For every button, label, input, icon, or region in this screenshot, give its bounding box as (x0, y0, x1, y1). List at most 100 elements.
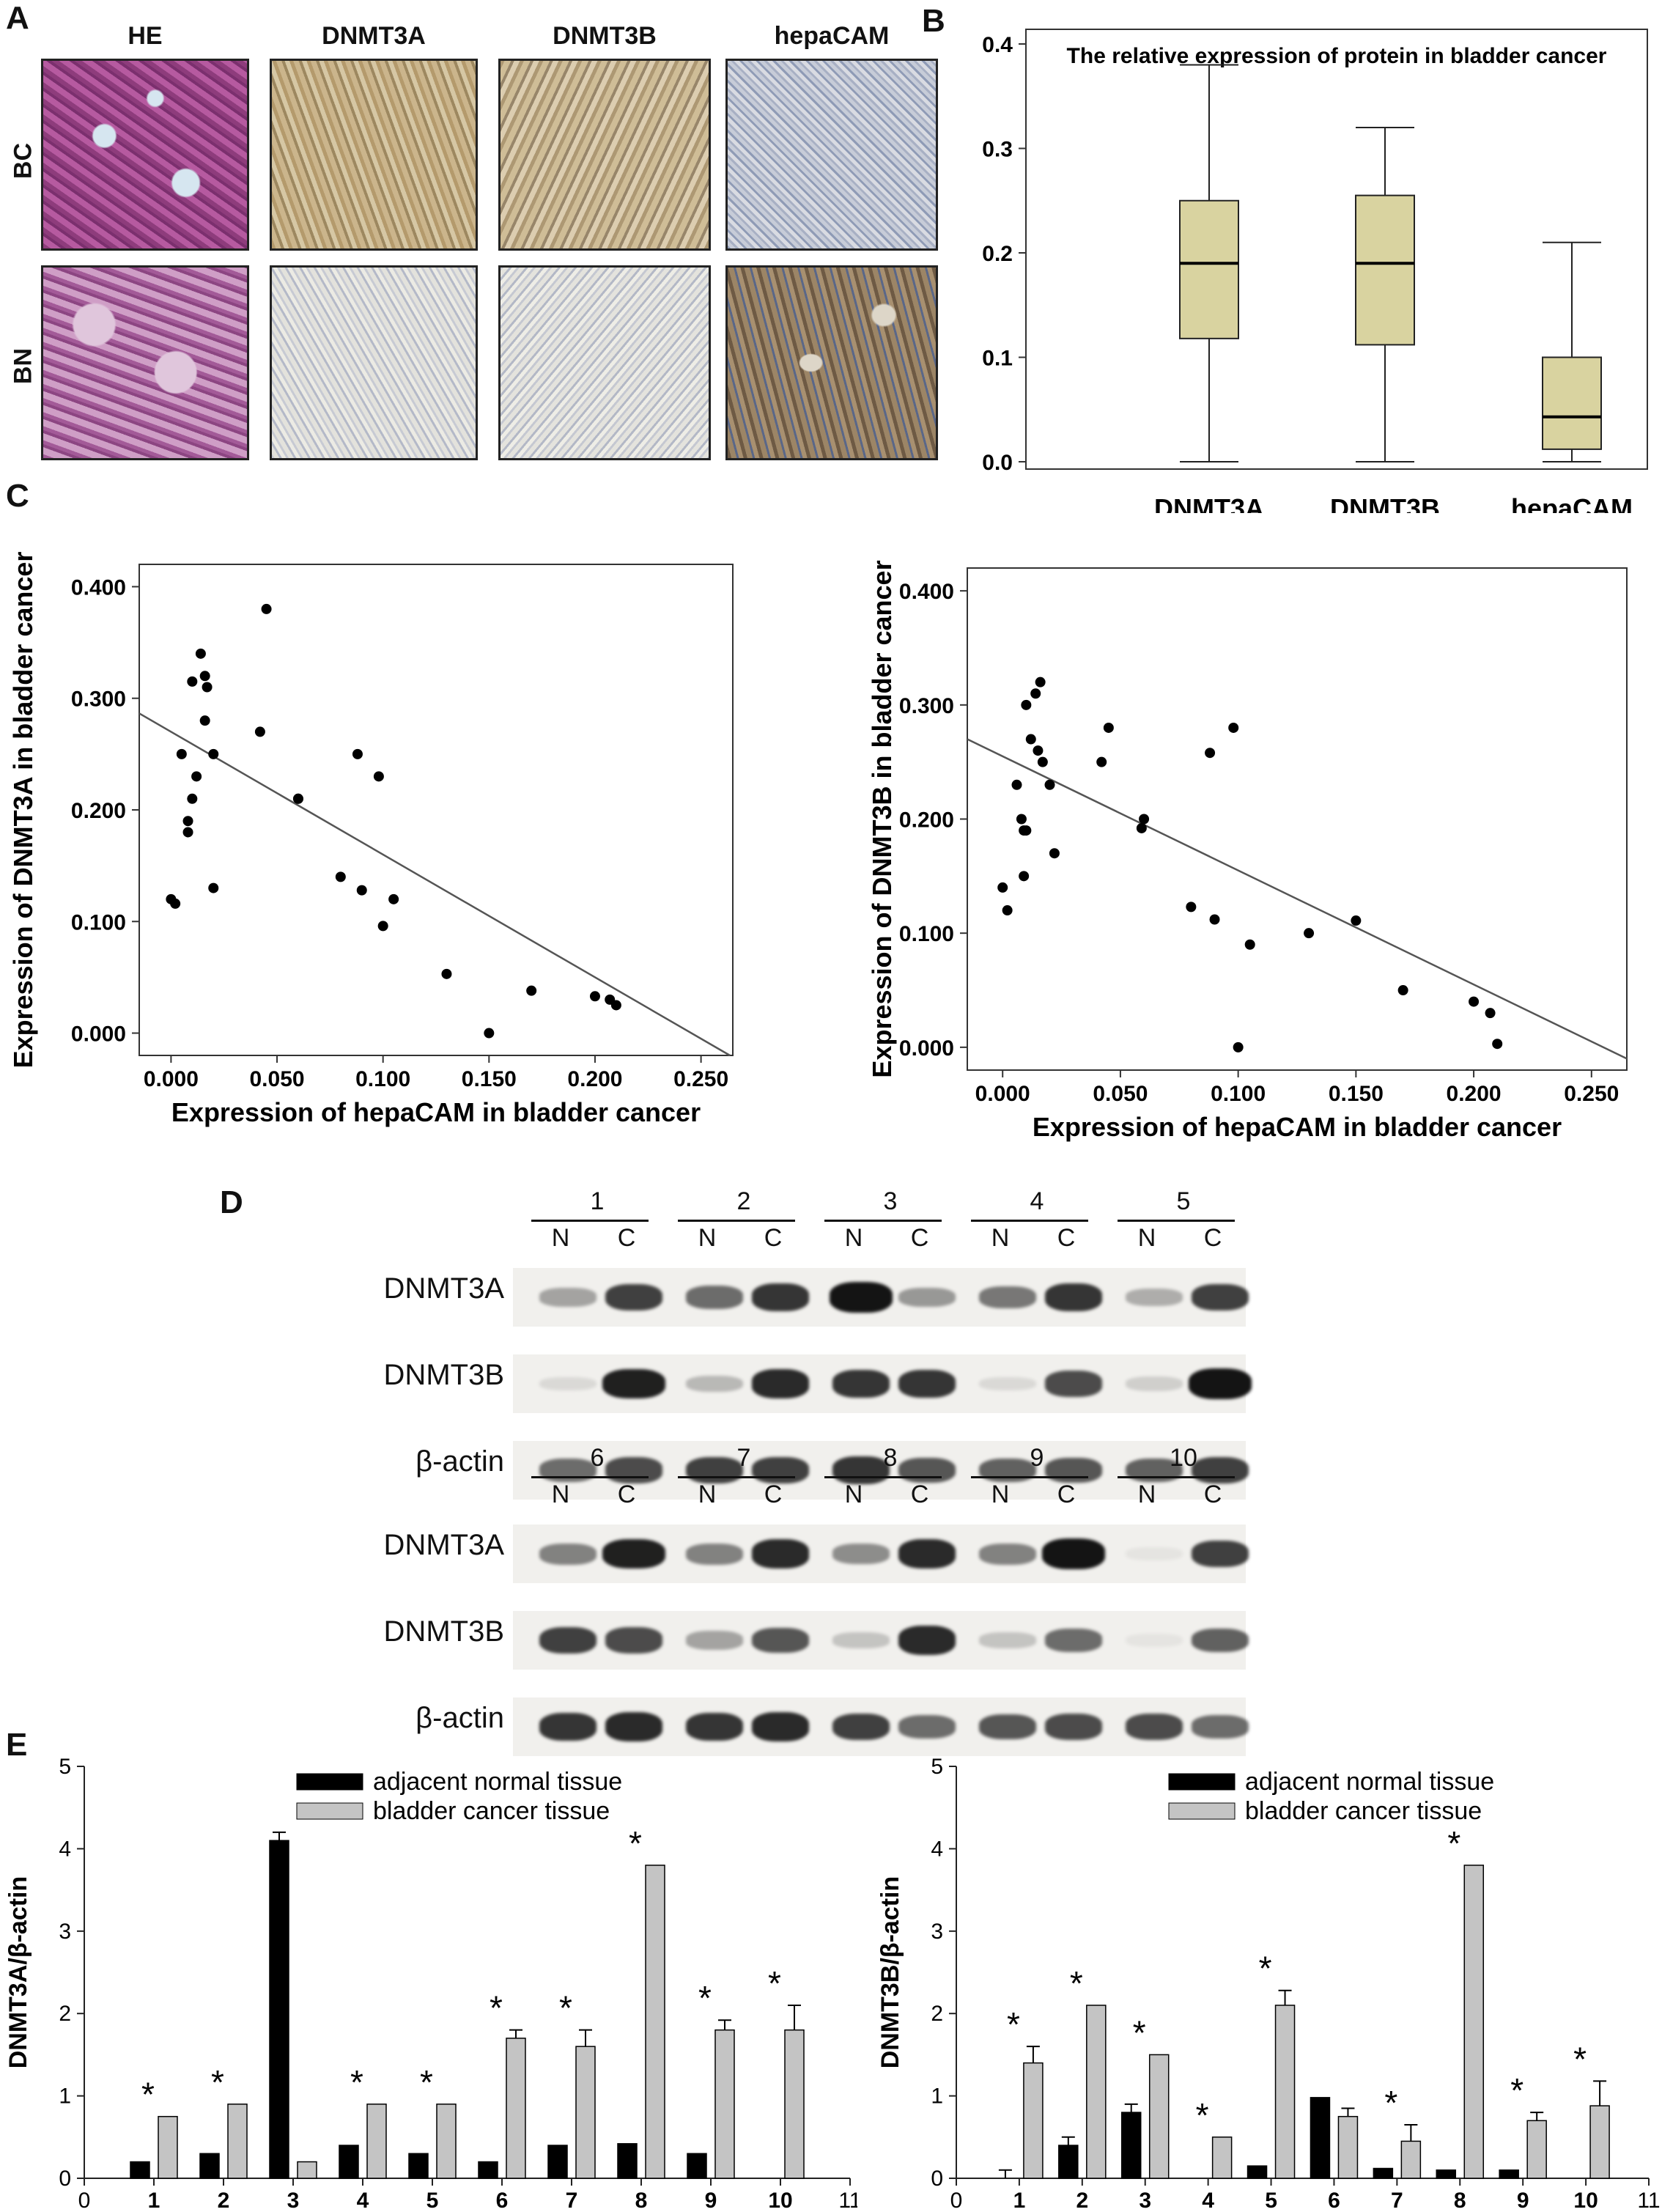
bar-cancer (1148, 2054, 1170, 2179)
lane-label-c: C (1057, 1224, 1076, 1252)
bar-cancer (645, 1865, 665, 2179)
blot-band (686, 1543, 743, 1565)
y-tick-label: 0 (59, 2167, 71, 2191)
y-tick-label: 3 (59, 1920, 71, 1944)
data-point (1485, 1008, 1496, 1019)
data-point (352, 748, 363, 759)
significance-asterisk: * (1384, 2084, 1397, 2122)
blot-band (602, 1368, 665, 1399)
blot-band (686, 1712, 743, 1741)
bar-normal (617, 2143, 638, 2179)
data-point (1021, 699, 1032, 710)
y-tick-label: 0.0 (982, 451, 1013, 475)
significance-asterisk: * (1070, 1964, 1083, 2002)
x-tick-label: 7 (1391, 2189, 1403, 2212)
x-category-label: hepaCAM (1511, 493, 1633, 513)
x-tick-label: 2 (1076, 2189, 1088, 2212)
blot-row-label: β-actin (416, 1445, 504, 1478)
bar-normal (1246, 2165, 1268, 2179)
blot-band (686, 1631, 743, 1650)
lane-group-underline (531, 1220, 649, 1222)
bar-normal (408, 2153, 429, 2179)
bar-cancer (1400, 2140, 1422, 2179)
blot-band (832, 1544, 890, 1564)
bar-normal (130, 2161, 150, 2179)
blot-band (979, 1632, 1036, 1648)
data-point (388, 893, 399, 904)
bar-cancer (784, 2029, 805, 2179)
significance-asterisk: * (1133, 2013, 1146, 2051)
bar-cancer (227, 2104, 248, 2179)
lane-label-n: N (991, 1481, 1010, 1508)
bar-cancer (1526, 2120, 1547, 2179)
y-tick-label: 0.400 (899, 580, 954, 604)
x-category-label: DNMT3B (1330, 493, 1440, 513)
data-point (335, 871, 346, 882)
x-category-label: DNMT3A (1154, 493, 1264, 513)
lane-label-n: N (844, 1481, 863, 1508)
lane-group-number: 5 (1176, 1187, 1191, 1215)
blot-band (1192, 1540, 1249, 1568)
blot-band (898, 1457, 956, 1483)
x-tick-label: 0.000 (975, 1082, 1030, 1106)
y-tick-label: 0.3 (982, 138, 1013, 162)
x-tick-label: 0 (950, 2189, 963, 2212)
x-tick-label: 8 (635, 2189, 648, 2212)
data-point (182, 827, 193, 838)
x-tick-label: 0.050 (1093, 1082, 1148, 1106)
x-tick-label: 5 (1265, 2189, 1277, 2212)
bar-normal (1499, 2169, 1519, 2179)
y-axis-label: DNMT3A/β-actin (4, 1876, 32, 2069)
blot-strip-DNMT3B (513, 1354, 1252, 1413)
data-point (1030, 688, 1041, 699)
y-tick-label: 0.400 (71, 575, 126, 600)
significance-asterisk: * (490, 1989, 503, 2027)
x-tick-label: 3 (1139, 2189, 1151, 2212)
blot-band (979, 1376, 1036, 1391)
blot-band (1126, 1714, 1183, 1740)
lane-label-n: N (844, 1224, 863, 1252)
data-point (1002, 905, 1013, 916)
micrograph-bn-dnmt3a (270, 265, 478, 460)
significance-asterisk: * (211, 2063, 224, 2101)
blot-band (1045, 1283, 1102, 1312)
blot-strip-DNMT3B (513, 1611, 1249, 1670)
blot-band (686, 1286, 743, 1309)
data-point (1096, 756, 1107, 767)
lane-label-c: C (910, 1481, 929, 1508)
bar-normal (547, 2145, 568, 2179)
data-point (1025, 734, 1036, 745)
blot-band (1192, 1456, 1249, 1484)
regression-line (967, 738, 1628, 1060)
lane-group-underline (971, 1220, 1088, 1222)
x-axis-label: Expression of hepaCAM in bladder cancer (171, 1097, 701, 1127)
y-axis-label: Expression of DNMT3A in bladder cancer (8, 552, 38, 1069)
blot-band (832, 1713, 890, 1741)
lane-group-underline (824, 1476, 942, 1478)
blot-band (539, 1376, 597, 1391)
lane-label-c: C (617, 1481, 636, 1508)
lane-group-underline (1118, 1220, 1235, 1222)
lane-label-n: N (698, 1481, 717, 1508)
lane-label-n: N (1137, 1481, 1156, 1508)
data-point (195, 648, 206, 659)
significance-asterisk: * (1259, 1950, 1272, 1988)
y-tick-label: 0.100 (71, 910, 126, 934)
y-tick-label: 0.200 (71, 799, 126, 823)
legend-swatch-normal (1168, 1773, 1236, 1791)
blot-strip-DNMT3A (513, 1268, 1249, 1327)
y-tick-label: 0.300 (899, 694, 954, 718)
x-tick-label: 0.200 (567, 1067, 622, 1091)
blot-band (979, 1543, 1036, 1565)
blot-band (979, 1286, 1036, 1309)
lane-label-n: N (1137, 1224, 1156, 1252)
blot-band (752, 1627, 809, 1654)
significance-asterisk: * (1196, 2096, 1209, 2134)
data-point (202, 682, 213, 693)
panel-label-c: C (6, 478, 29, 514)
scatter-chart-dnmt3a: 0.000 0.100 0.200 0.300 0.400 0.000 0.050 0.100… (8, 552, 734, 1127)
blot-row-label: DNMT3B (383, 1615, 504, 1648)
bar-normal (1373, 2167, 1394, 2179)
x-tick-label: 0.100 (1211, 1082, 1266, 1106)
